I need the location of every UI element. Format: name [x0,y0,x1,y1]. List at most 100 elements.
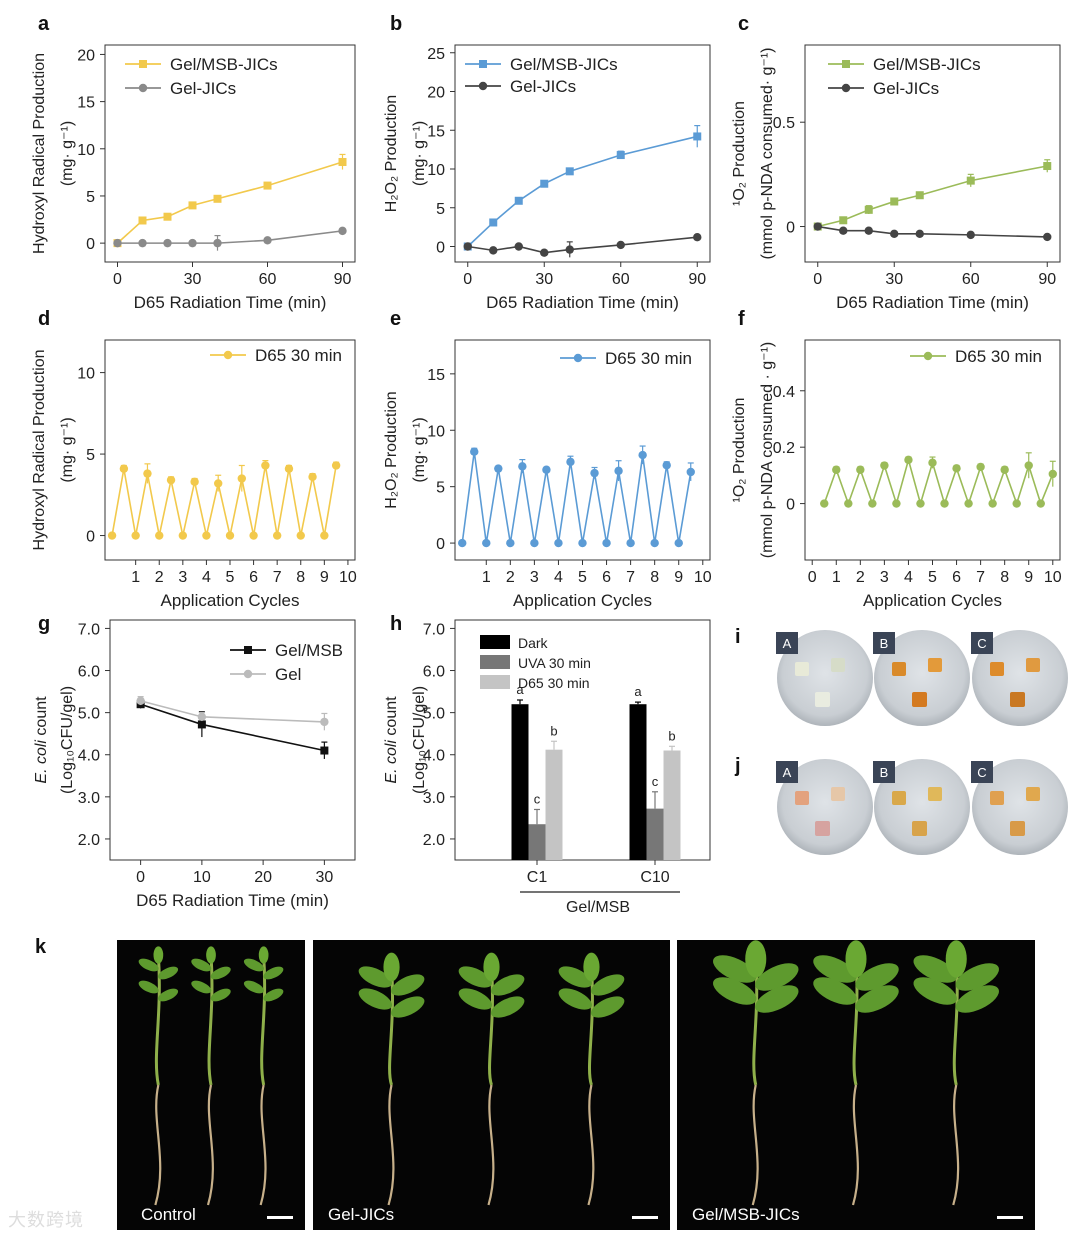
scale-bar [267,1216,293,1219]
data-point [272,531,282,540]
y-tick-label: 5 [436,480,445,497]
data-point [638,450,647,460]
data-point [213,194,222,203]
legend-label: Gel/MSB-JICs [170,55,278,74]
seedling-leaf [458,988,492,1010]
dish-label: B [880,765,889,780]
data-point [915,229,924,239]
plot-frame [109,619,356,861]
y-axis-unit: (mg· g⁻¹) [411,121,428,186]
y-axis-label: H₂O₂ Production [383,391,400,508]
seedling-leaf [391,996,425,1018]
panel-letter: c [738,13,749,35]
seedling-leaf [358,966,393,988]
seedling-leaf [138,958,159,972]
data-point [138,238,147,248]
legend-label: Gel/MSB-JICs [873,55,981,74]
legend-marker [138,83,148,93]
dish-label: B [880,636,889,651]
dish-label: C [977,765,986,780]
y-axis-unit: (mg· g⁻¹) [59,121,76,186]
x-tick-label: 10 [339,569,357,586]
seedling-leaf [558,966,592,988]
seedling-leaf [258,946,269,964]
seedling-stem [588,966,594,1086]
y-axis-label: Hydroxyl Radical Production [31,350,48,551]
data-point [602,538,611,548]
data-point [197,720,206,729]
gel-cube [795,791,809,805]
bar [629,704,647,860]
seedling-leaf [206,946,216,964]
panel-c: c 0 30 60 90 0 0.5 D65 Radiation Time (min) ¹O₂ … [731,13,1061,312]
y-tick-label: 20 [427,85,445,102]
series-line-0 [461,451,692,544]
data-point [616,240,625,250]
seedling-leaf [191,958,212,972]
y-tick-label: 0.2 [773,440,795,457]
y-axis-label-text: count [383,696,400,740]
group-label: Gel/MSB [566,899,630,916]
plot-frame [804,44,1061,263]
x-tick-label: 30 [184,271,202,288]
data-point [820,499,829,508]
y-axis-label-italic: E. coli [383,740,400,784]
x-tick-label: 30 [315,869,333,886]
data-point [320,746,329,755]
gel-cube [815,821,830,836]
seedling-root [952,1084,960,1206]
data-point [662,461,671,470]
data-point [506,538,515,548]
data-point [868,499,877,508]
plot-frame [454,44,711,263]
plot-frame [104,44,356,263]
bar [545,749,563,860]
x-tick-label: 4 [904,569,913,586]
x-tick-label: 30 [535,271,553,288]
y-tick-label: 15 [77,95,95,112]
x-axis-label: Application Cycles [161,591,300,610]
seedling-leaf [483,952,500,982]
bar [528,824,546,860]
significance-letter: b [668,728,675,743]
x-tick-label: 8 [650,569,659,586]
series-line-0 [116,161,343,244]
significance-letter: c [534,791,541,806]
dish-label-box [776,761,798,783]
petri-dish [777,630,873,726]
y-tick-label: 10 [77,142,95,159]
panel-letter: k [35,936,47,958]
x-tick-label: 1 [482,569,491,586]
y-tick-label: 0.5 [773,115,795,132]
y-tick-label: 15 [427,123,445,140]
gel-cube [1026,787,1040,801]
seedling-stem [952,958,959,1086]
legend-swatch [480,655,510,669]
data-point [813,222,822,231]
seedling-leaf [158,988,179,1002]
seedling-root [487,1084,495,1206]
plot-frame [804,339,1061,561]
seedling-root [387,1084,395,1206]
legend-label: Dark [518,635,549,651]
x-tick-label: 90 [688,271,706,288]
panel-letter: a [38,13,50,35]
x-tick-label: 9 [320,569,329,586]
x-tick-label: 0 [113,271,122,288]
dish-label: A [783,636,792,651]
series-line-1 [140,700,325,723]
data-point [1024,461,1033,470]
data-point [693,233,702,242]
seedling-leaf [955,985,999,1013]
data-point [540,179,549,188]
petri-dish [874,759,970,855]
gel-cube [928,787,942,801]
gel-cube [990,791,1004,805]
y-tick-label: 0 [786,220,795,237]
legend-label: Gel/MSB [275,641,343,660]
y-tick-label: 6.0 [423,664,445,681]
y-tick-label: 7.0 [78,621,100,638]
panel-a: a 0 30 60 90 0 5 10 15 20 D65 Radiation Time (min)… [31,13,356,312]
x-axis-label: Application Cycles [513,591,652,610]
x-tick-label: 3 [178,569,187,586]
